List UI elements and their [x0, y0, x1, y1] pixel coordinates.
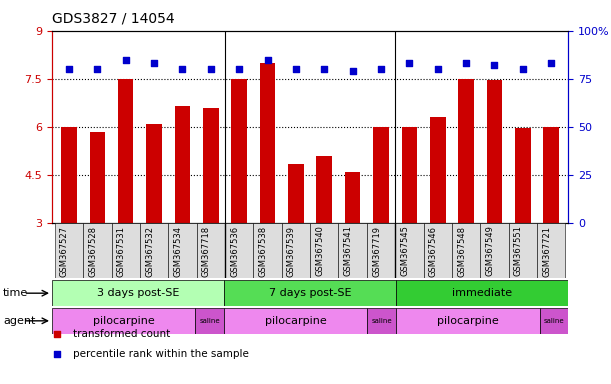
Bar	[373, 127, 389, 223]
Text: GSM367531: GSM367531	[117, 225, 126, 276]
Text: GSM367528: GSM367528	[89, 225, 97, 276]
Bar	[310, 223, 338, 278]
Text: GSM367719: GSM367719	[372, 225, 381, 276]
Bar	[52, 308, 196, 334]
Bar	[316, 156, 332, 223]
Point	[404, 60, 414, 66]
Text: time: time	[3, 288, 28, 298]
Bar	[515, 128, 530, 223]
Point	[320, 66, 329, 72]
Text: pilocarpine: pilocarpine	[265, 316, 327, 326]
Point	[178, 66, 188, 72]
Bar	[232, 79, 247, 223]
Text: saline: saline	[544, 318, 564, 324]
Point	[489, 62, 499, 68]
Bar	[83, 223, 112, 278]
Bar	[395, 223, 423, 278]
Bar	[55, 223, 83, 278]
Bar	[367, 223, 395, 278]
Bar	[423, 223, 452, 278]
Bar	[396, 280, 568, 306]
Text: GSM367538: GSM367538	[258, 225, 268, 276]
Bar	[224, 308, 367, 334]
Text: GSM367536: GSM367536	[230, 225, 239, 276]
Text: agent: agent	[3, 316, 35, 326]
Bar	[282, 223, 310, 278]
Bar	[224, 280, 396, 306]
Text: transformed count: transformed count	[73, 329, 170, 339]
Text: 7 days post-SE: 7 days post-SE	[269, 288, 351, 298]
Bar	[367, 308, 396, 334]
Bar	[540, 308, 568, 334]
Point	[92, 66, 102, 72]
Text: GSM367539: GSM367539	[287, 225, 296, 276]
Text: saline: saline	[371, 318, 392, 324]
Point	[234, 66, 244, 72]
Point	[518, 66, 528, 72]
Point	[206, 66, 216, 72]
Point	[121, 56, 131, 63]
Bar	[203, 108, 219, 223]
Bar	[118, 79, 133, 223]
Text: GSM367546: GSM367546	[429, 225, 437, 276]
Text: pilocarpine: pilocarpine	[437, 316, 499, 326]
Bar	[452, 223, 480, 278]
Point	[52, 351, 62, 357]
Bar	[52, 280, 224, 306]
Bar	[112, 223, 140, 278]
Bar	[480, 223, 509, 278]
Point	[263, 56, 273, 63]
Text: 3 days post-SE: 3 days post-SE	[97, 288, 179, 298]
Bar	[90, 132, 105, 223]
Bar	[509, 223, 537, 278]
Point	[348, 68, 357, 74]
Bar	[288, 164, 304, 223]
Bar	[61, 127, 77, 223]
Bar	[543, 127, 559, 223]
Bar	[168, 223, 197, 278]
Bar	[458, 79, 474, 223]
Point	[291, 66, 301, 72]
Text: GSM367718: GSM367718	[202, 225, 211, 276]
Point	[64, 66, 74, 72]
Point	[546, 60, 556, 66]
Point	[149, 60, 159, 66]
Bar	[401, 127, 417, 223]
Text: saline: saline	[199, 318, 220, 324]
Text: pilocarpine: pilocarpine	[93, 316, 155, 326]
Bar	[338, 223, 367, 278]
Bar	[254, 223, 282, 278]
Text: percentile rank within the sample: percentile rank within the sample	[73, 349, 249, 359]
Bar	[396, 308, 540, 334]
Point	[52, 331, 62, 338]
Bar	[345, 172, 360, 223]
Bar	[537, 223, 565, 278]
Bar	[146, 124, 162, 223]
Text: GSM367721: GSM367721	[542, 225, 551, 276]
Text: GSM367540: GSM367540	[315, 225, 324, 276]
Bar	[225, 223, 254, 278]
Bar	[430, 117, 445, 223]
Text: GSM367527: GSM367527	[60, 225, 69, 276]
Text: GSM367551: GSM367551	[514, 225, 523, 276]
Bar	[487, 80, 502, 223]
Text: immediate: immediate	[452, 288, 512, 298]
Bar	[175, 106, 190, 223]
Text: GSM367545: GSM367545	[400, 225, 409, 276]
Point	[461, 60, 471, 66]
Text: GSM367534: GSM367534	[174, 225, 183, 276]
Bar	[140, 223, 168, 278]
Point	[433, 66, 442, 72]
Text: GSM367549: GSM367549	[486, 225, 494, 276]
Point	[376, 66, 386, 72]
Text: GSM367532: GSM367532	[145, 225, 154, 276]
Bar	[196, 308, 224, 334]
Bar	[260, 63, 276, 223]
Text: GSM367541: GSM367541	[343, 225, 353, 276]
Bar	[197, 223, 225, 278]
Text: GSM367548: GSM367548	[457, 225, 466, 276]
Text: GDS3827 / 14054: GDS3827 / 14054	[52, 12, 175, 25]
